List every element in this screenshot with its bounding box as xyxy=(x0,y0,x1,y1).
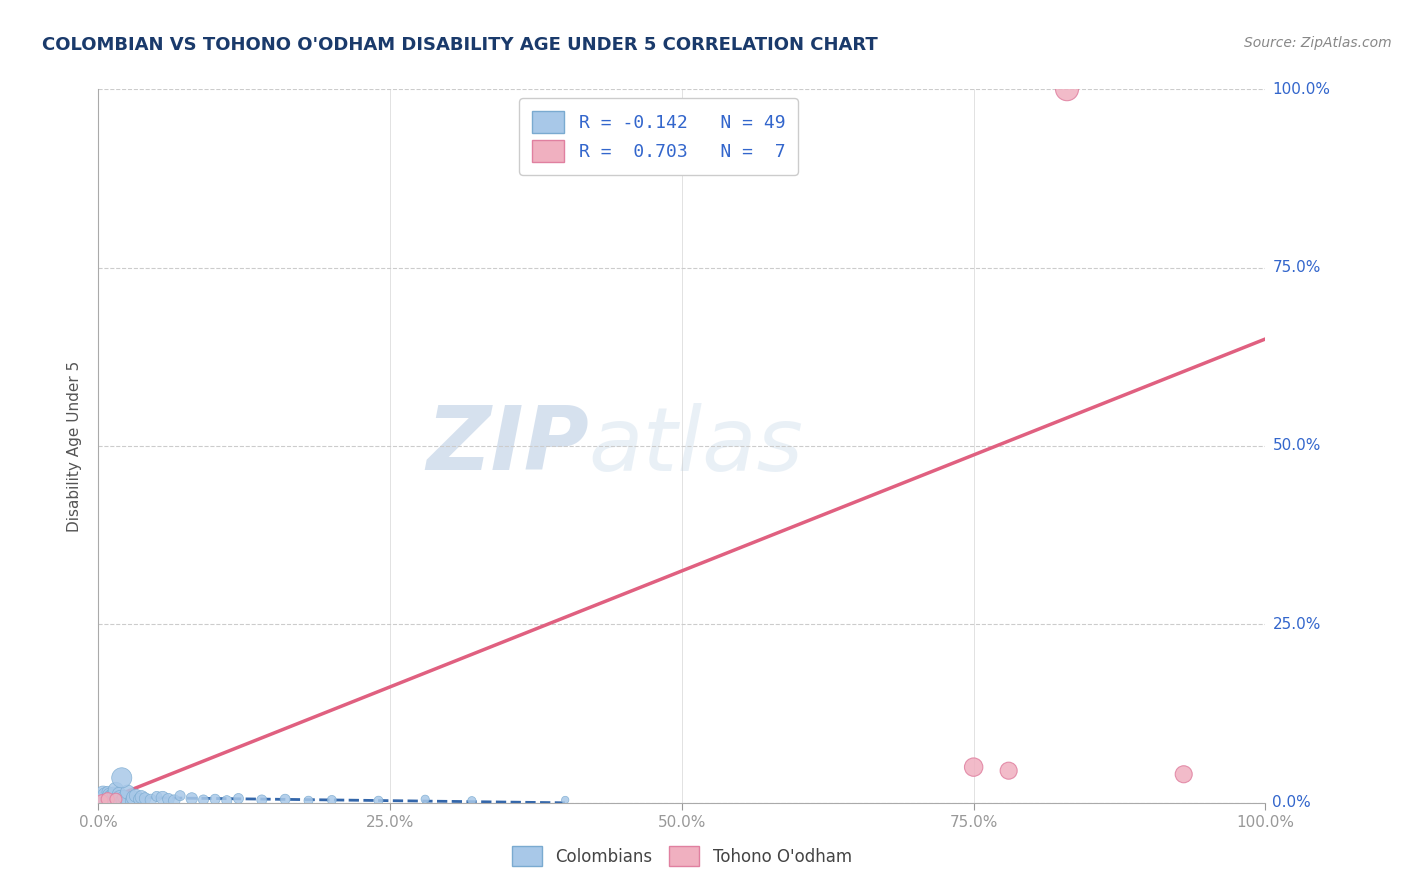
Point xyxy=(962,760,984,774)
Point xyxy=(96,789,118,804)
Point xyxy=(169,789,191,803)
Point xyxy=(146,789,169,804)
Point xyxy=(103,787,125,801)
Point xyxy=(108,787,131,801)
Point xyxy=(111,793,134,807)
Point xyxy=(250,793,273,807)
Point xyxy=(125,789,148,803)
Point xyxy=(93,791,115,805)
Point xyxy=(128,792,150,806)
Point xyxy=(104,794,127,808)
Point xyxy=(90,794,112,808)
Point xyxy=(997,764,1019,778)
Point xyxy=(152,790,174,805)
Point xyxy=(554,793,576,807)
Point xyxy=(122,790,145,805)
Point xyxy=(104,783,127,797)
Point xyxy=(134,791,156,805)
Point xyxy=(110,791,132,805)
Point xyxy=(461,794,484,808)
Point xyxy=(94,793,117,807)
Point xyxy=(97,790,120,805)
Point xyxy=(367,794,389,808)
Point xyxy=(157,792,180,806)
Point xyxy=(413,792,436,806)
Point xyxy=(297,794,319,808)
Point xyxy=(97,792,120,806)
Text: ZIP: ZIP xyxy=(426,402,589,490)
Point xyxy=(204,792,226,806)
Point xyxy=(89,792,111,806)
Point xyxy=(120,794,142,808)
Point xyxy=(107,789,129,804)
Text: 25.0%: 25.0% xyxy=(1272,617,1320,632)
Point xyxy=(91,787,114,801)
Y-axis label: Disability Age Under 5: Disability Age Under 5 xyxy=(67,360,83,532)
Point xyxy=(98,789,121,803)
Point xyxy=(104,792,127,806)
Point xyxy=(131,790,153,805)
Text: Source: ZipAtlas.com: Source: ZipAtlas.com xyxy=(1244,36,1392,50)
Point xyxy=(105,792,128,806)
Point xyxy=(180,791,202,805)
Point xyxy=(111,771,134,785)
Point xyxy=(1056,82,1078,96)
Text: 75.0%: 75.0% xyxy=(1272,260,1320,275)
Text: 50.0%: 50.0% xyxy=(1272,439,1320,453)
Text: atlas: atlas xyxy=(589,403,803,489)
Point xyxy=(101,790,124,805)
Text: 0.0%: 0.0% xyxy=(1272,796,1312,810)
Point xyxy=(90,794,112,808)
Point xyxy=(139,793,162,807)
Point xyxy=(117,785,139,799)
Point xyxy=(100,793,122,807)
Text: 100.0%: 100.0% xyxy=(1272,82,1330,96)
Text: COLOMBIAN VS TOHONO O'ODHAM DISABILITY AGE UNDER 5 CORRELATION CHART: COLOMBIAN VS TOHONO O'ODHAM DISABILITY A… xyxy=(42,36,877,54)
Point xyxy=(321,793,343,807)
Point xyxy=(163,794,186,808)
Point xyxy=(274,792,297,806)
Point xyxy=(228,791,250,805)
Point xyxy=(97,785,120,799)
Point xyxy=(1173,767,1195,781)
Point xyxy=(90,790,112,805)
Point xyxy=(193,793,215,807)
Point xyxy=(112,790,135,805)
Legend: Colombians, Tohono O'odham: Colombians, Tohono O'odham xyxy=(505,839,859,873)
Point xyxy=(89,794,111,808)
Point xyxy=(215,794,238,808)
